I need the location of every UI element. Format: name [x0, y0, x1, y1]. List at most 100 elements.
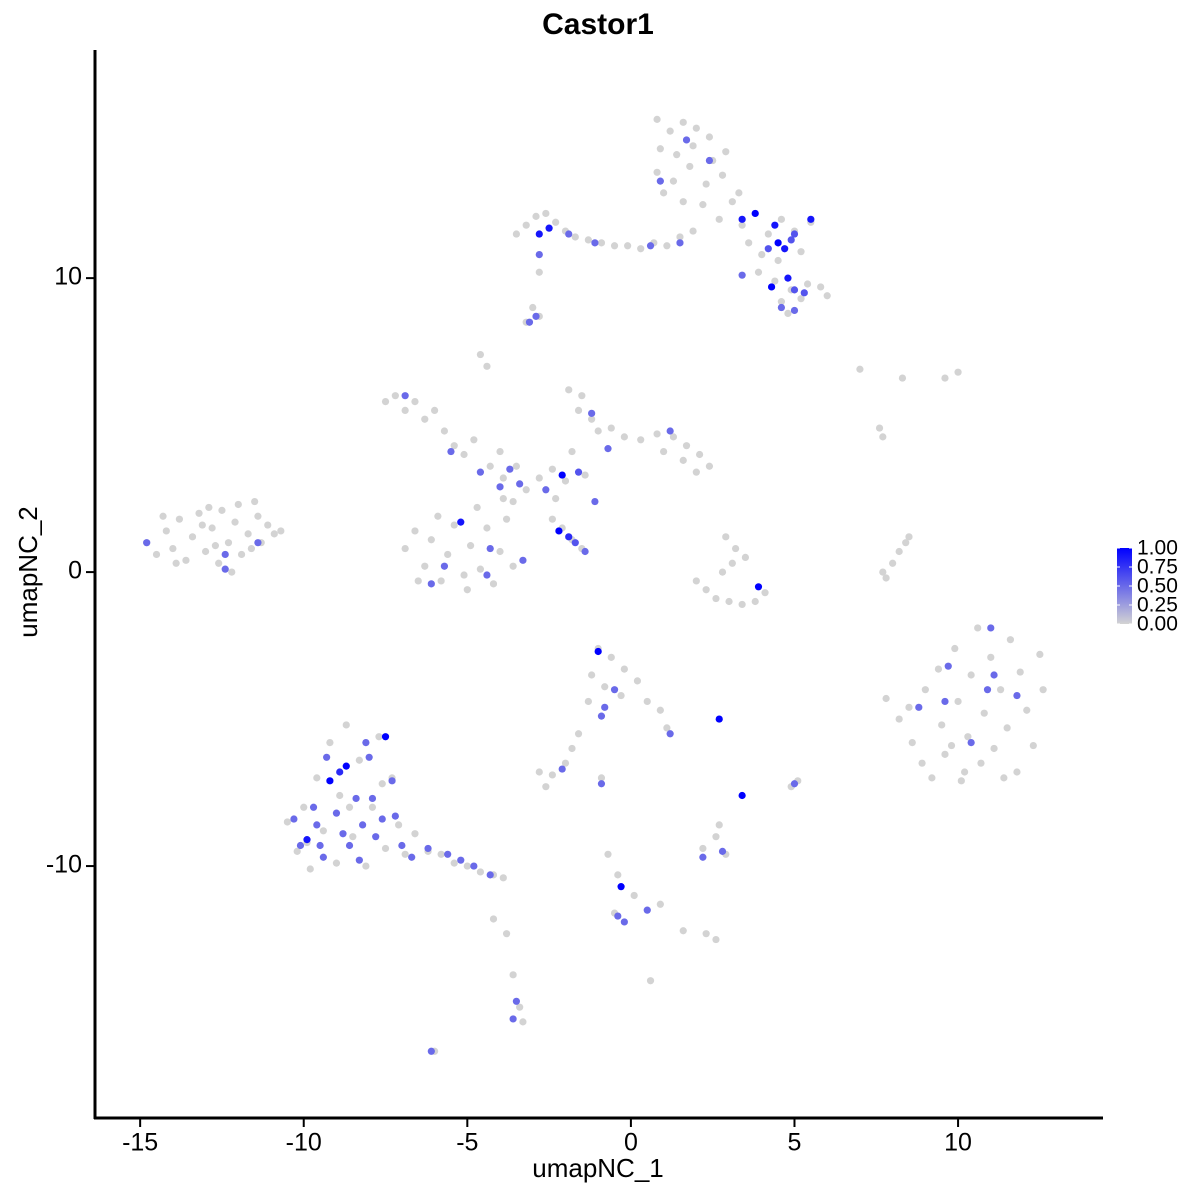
point: [774, 256, 782, 265]
point: [597, 712, 606, 720]
point: [548, 771, 556, 779]
point: [558, 471, 566, 479]
point: [277, 527, 285, 535]
point: [427, 1047, 435, 1055]
point: [774, 239, 782, 247]
point: [414, 577, 422, 585]
point: [637, 245, 645, 253]
point: [882, 574, 890, 582]
point: [656, 145, 664, 153]
point: [195, 509, 203, 517]
point: [483, 524, 491, 532]
point: [705, 133, 714, 141]
point: [502, 930, 511, 938]
point: [565, 533, 573, 541]
point: [617, 883, 625, 891]
point: [444, 550, 452, 559]
point: [460, 450, 468, 459]
point: [879, 433, 887, 441]
point: [597, 774, 606, 782]
point: [296, 841, 305, 850]
point: [653, 168, 661, 176]
point: [182, 556, 190, 564]
point: [722, 148, 730, 156]
point: [594, 427, 602, 435]
point: [437, 850, 445, 858]
point: [588, 671, 596, 679]
point: [715, 715, 723, 723]
point: [823, 292, 831, 300]
point: [591, 239, 599, 247]
point: [499, 474, 507, 482]
point: [601, 683, 609, 691]
point: [561, 759, 570, 767]
point: [421, 415, 429, 423]
point: [244, 530, 252, 538]
point: [571, 233, 579, 241]
point: [411, 527, 419, 535]
point: [660, 447, 668, 456]
point: [198, 521, 206, 529]
point: [928, 774, 936, 782]
point: [447, 447, 455, 456]
point: [702, 586, 710, 594]
point: [702, 180, 710, 188]
x-tick-label: 5: [788, 1129, 802, 1157]
point: [990, 671, 998, 679]
point: [463, 586, 471, 594]
point: [169, 544, 177, 553]
point: [967, 738, 975, 747]
point: [895, 715, 903, 723]
point: [499, 874, 507, 882]
point: [712, 833, 720, 841]
point: [656, 177, 664, 185]
point: [486, 462, 494, 470]
point: [476, 468, 485, 476]
point: [529, 303, 537, 312]
point: [430, 406, 439, 415]
point: [790, 286, 799, 294]
point: [578, 392, 586, 400]
point: [486, 544, 494, 553]
point: [738, 600, 746, 609]
point: [388, 777, 396, 785]
point: [519, 556, 527, 564]
point: [807, 215, 815, 223]
point: [218, 506, 226, 514]
point: [486, 871, 494, 879]
point: [313, 774, 321, 782]
point: [424, 844, 432, 853]
point: [558, 765, 566, 773]
point: [372, 833, 380, 841]
point: [895, 547, 903, 556]
point: [597, 239, 606, 247]
point: [496, 547, 504, 556]
point: [483, 362, 491, 370]
point: [889, 559, 897, 567]
point: [712, 935, 720, 944]
point: [270, 530, 278, 538]
point: [718, 568, 727, 576]
point: [620, 665, 628, 673]
point: [509, 497, 517, 506]
point: [345, 803, 354, 811]
point: [689, 142, 697, 150]
point: [941, 750, 949, 758]
point: [601, 703, 609, 711]
point: [679, 456, 687, 464]
y-tick-label: -10: [46, 851, 82, 879]
point: [758, 251, 766, 259]
colorbar-label: 0.25: [1137, 594, 1178, 617]
point: [856, 365, 864, 373]
point: [666, 730, 674, 738]
point: [440, 562, 449, 570]
point: [499, 495, 507, 503]
point: [332, 809, 341, 817]
point: [172, 559, 180, 567]
points: [143, 115, 1047, 1055]
point: [767, 283, 776, 291]
point: [545, 224, 553, 232]
point: [715, 215, 723, 223]
point: [784, 309, 792, 317]
point: [401, 392, 409, 400]
